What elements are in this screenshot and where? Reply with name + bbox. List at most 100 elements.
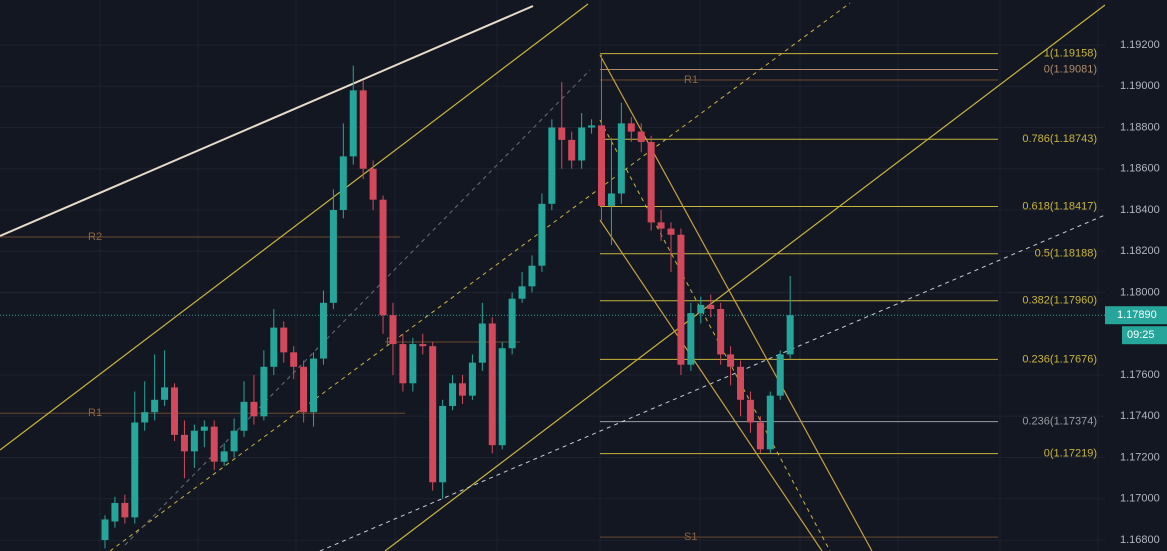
- candle-body: [687, 313, 695, 365]
- candle-body: [230, 430, 238, 452]
- candle-body: [647, 141, 655, 223]
- y-tick-label: 1.17200: [1120, 451, 1160, 463]
- fib-label: 0.236(1.17374): [1022, 416, 1097, 428]
- pivot-label: R2: [88, 231, 102, 243]
- pivot-label: R1: [88, 407, 102, 419]
- candle-body: [598, 125, 605, 206]
- y-tick-label: 1.16800: [1120, 534, 1160, 546]
- candle-body: [478, 323, 486, 363]
- candle-body: [339, 156, 347, 211]
- candle-body: [329, 210, 337, 303]
- last-price-box: [1105, 306, 1167, 325]
- candle-body: [101, 519, 109, 541]
- candle-body: [637, 131, 645, 142]
- countdown: 09:25: [1127, 329, 1155, 341]
- candle-body: [667, 228, 675, 235]
- fib-label: 0.786(1.18743): [1022, 133, 1097, 145]
- last-price-label: 1.17890: [1117, 309, 1157, 321]
- countdown-box: [1122, 326, 1167, 345]
- candle-body: [121, 502, 129, 518]
- y-tick-label: 1.18800: [1120, 121, 1160, 133]
- candle-body: [607, 193, 615, 206]
- fib-label: 0(1.17219): [1044, 448, 1097, 460]
- candle-body: [319, 302, 327, 359]
- candle-body: [240, 401, 248, 431]
- candle-body: [657, 222, 665, 229]
- y-tick-label: 1.17600: [1120, 369, 1160, 381]
- candle-body: [568, 139, 576, 161]
- candle-body: [746, 399, 754, 423]
- candle-body: [558, 127, 566, 140]
- candle-body: [200, 426, 208, 431]
- candle-body: [300, 366, 308, 413]
- candle-body: [617, 123, 625, 194]
- candle-body: [359, 90, 367, 169]
- candle-body: [180, 434, 188, 452]
- price-axis: [1105, 0, 1167, 551]
- candle-body: [588, 125, 596, 128]
- pivot-label: R1: [684, 74, 698, 86]
- candle-body: [548, 127, 556, 204]
- fib-label: 0(1.19081): [1044, 63, 1097, 75]
- candle-body: [220, 451, 228, 462]
- candle-body: [399, 344, 407, 384]
- candle-body: [756, 422, 764, 450]
- y-tick-label: 1.17400: [1120, 410, 1160, 422]
- candle-body: [290, 352, 298, 367]
- candle-body: [151, 399, 159, 413]
- candle-body: [449, 383, 457, 406]
- y-tick-label: 1.19000: [1120, 80, 1160, 92]
- candle-body: [369, 168, 377, 200]
- fib-label: 0.236(1.17676): [1022, 353, 1097, 365]
- candle-body: [737, 366, 745, 400]
- candle-body: [161, 387, 169, 400]
- candle-body: [131, 422, 139, 518]
- fib-label: 0.382(1.17960): [1022, 295, 1097, 307]
- y-tick-label: 1.19200: [1120, 39, 1160, 51]
- candle-body: [766, 395, 774, 450]
- candle-body: [468, 362, 476, 396]
- vertical-grid: [99, 0, 1099, 551]
- candle-body: [260, 366, 268, 417]
- candle-body: [280, 327, 288, 353]
- candle-body: [270, 327, 278, 367]
- candle-body: [389, 315, 397, 345]
- fib-label: 0.618(1.18417): [1022, 200, 1097, 212]
- candle-body: [141, 412, 149, 423]
- candle-body: [528, 265, 536, 287]
- candle-body: [776, 354, 784, 396]
- candle-body: [786, 315, 794, 355]
- candle-body: [429, 346, 437, 483]
- candle-body: [578, 127, 586, 161]
- y-tick-label: 1.18600: [1120, 163, 1160, 175]
- candle-body: [508, 298, 516, 349]
- candle-body: [171, 387, 179, 435]
- candle-body: [250, 401, 258, 417]
- candle-body: [697, 304, 705, 314]
- pivot-label: S1: [684, 531, 697, 543]
- candle-body: [717, 309, 725, 355]
- y-tick-label: 1.18200: [1120, 245, 1160, 257]
- candle-body: [379, 199, 387, 316]
- candle-body: [518, 286, 526, 299]
- candle-body: [627, 123, 635, 132]
- candle-body: [419, 344, 427, 347]
- candle-body: [488, 323, 496, 446]
- candle-body: [349, 90, 357, 157]
- trend-drawings: [0, 2, 1106, 551]
- candle-body: [677, 234, 685, 365]
- y-tick-label: 1.17000: [1120, 493, 1160, 505]
- candle-body: [498, 348, 506, 446]
- candle-body: [727, 354, 735, 367]
- fib-label: 0.5(1.18188): [1035, 248, 1097, 260]
- y-tick-label: 1.18400: [1120, 204, 1160, 216]
- candle-body: [190, 430, 198, 452]
- candle-body: [210, 426, 218, 462]
- fib-label: 1(1.19158): [1044, 48, 1097, 60]
- candle-body: [458, 383, 466, 396]
- candle-body: [439, 405, 447, 483]
- candle-body: [310, 358, 318, 413]
- candle-body: [538, 203, 546, 266]
